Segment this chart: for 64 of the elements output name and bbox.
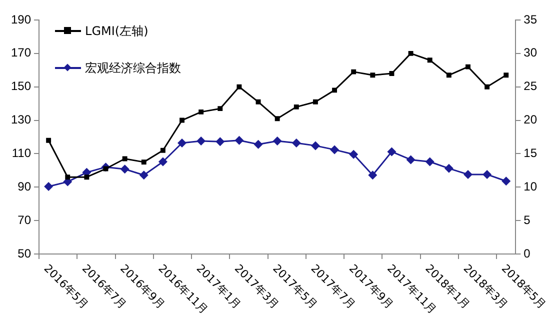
legend-label: LGMI(左轴) [85,22,148,40]
point [312,99,318,104]
point [370,72,376,78]
point [141,160,146,165]
point [332,88,338,93]
point [349,150,358,159]
point [368,170,378,180]
point [196,136,206,146]
y2-tick-label: 20 [524,112,538,127]
y2-tick-label: 10 [524,179,538,194]
point [236,84,242,90]
point [234,136,244,145]
y-tick-label: 190 [10,12,32,26]
y2-tick-label: 15 [524,146,538,160]
point [44,182,54,191]
y-tick-label: 150 [10,79,32,94]
point [463,170,472,179]
point [444,164,454,173]
y-tick-label: 130 [10,112,32,127]
y-tick-label: 170 [10,46,32,60]
legend-label: 宏观经济综合指数 [85,60,182,76]
y-tick-label: 50 [18,246,32,260]
point [387,147,396,156]
point [65,174,70,180]
point [158,157,168,166]
point [120,164,130,174]
point [330,145,340,154]
point [256,99,261,104]
point [502,176,511,186]
point [84,174,90,180]
point [160,148,166,153]
y2-tick-label: 30 [524,46,538,60]
point [216,137,225,146]
point [292,138,301,148]
point [274,116,280,122]
point [466,64,470,70]
y2-tick-label: 5 [524,212,531,227]
point [446,72,452,78]
y2-tick-label: 25 [524,79,538,94]
point [504,72,509,78]
point [272,136,282,146]
y-tick-label: 70 [18,212,32,227]
point [351,69,356,74]
point [294,104,299,110]
y2-tick-label: 35 [524,12,538,26]
y-tick-label: 90 [18,179,32,194]
point [482,170,492,179]
point [406,155,416,164]
point [139,170,148,180]
point [484,84,490,90]
point [198,109,204,114]
point [218,106,223,112]
point [122,156,128,162]
point [310,141,320,150]
point [254,140,263,149]
point [425,157,434,166]
point [408,50,414,56]
point [427,58,432,63]
y2-tick-label: 0 [524,246,531,260]
point [389,71,394,76]
point [178,138,187,148]
point [46,138,52,143]
y-tick-label: 110 [12,146,32,160]
point [180,118,184,123]
